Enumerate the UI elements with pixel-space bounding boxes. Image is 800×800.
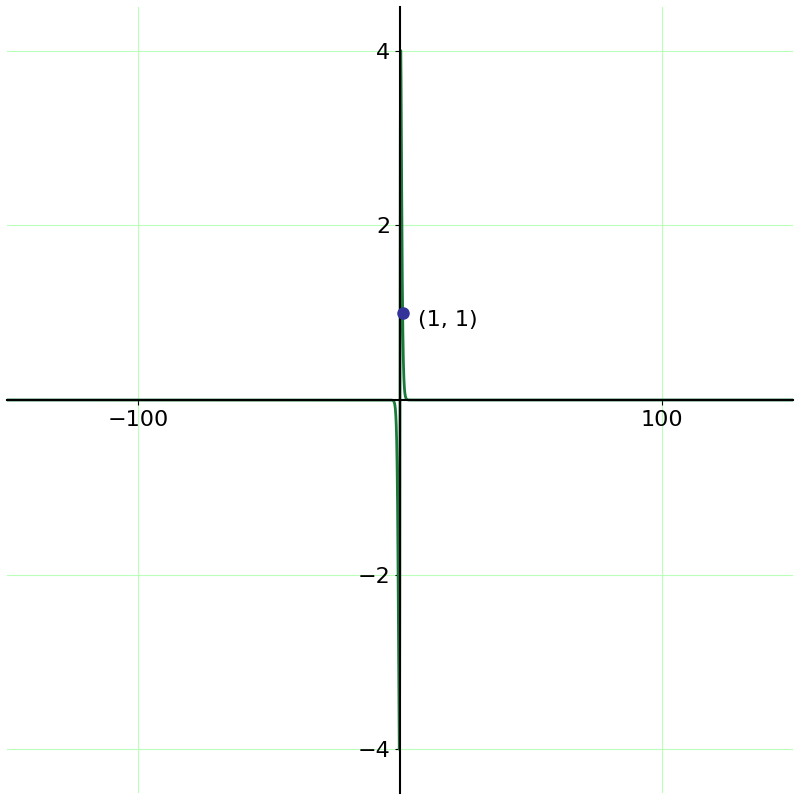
Text: (1, 1): (1, 1): [418, 310, 478, 330]
